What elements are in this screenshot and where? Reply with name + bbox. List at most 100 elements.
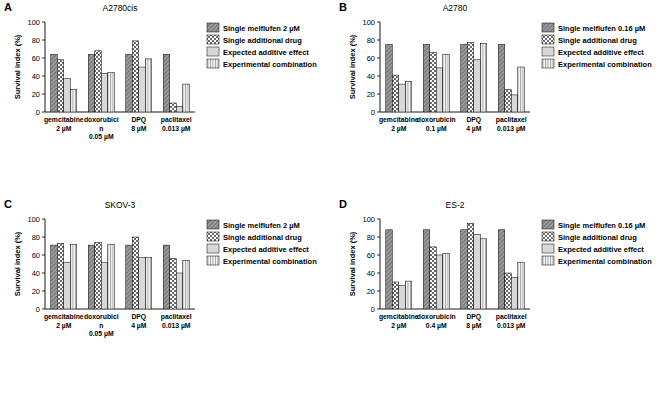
bar: [183, 84, 190, 112]
chart-title: A2780cis: [103, 3, 138, 13]
legend-swatch: [207, 23, 219, 32]
legend-swatch: [207, 244, 219, 253]
y-tick-label: 100: [27, 18, 40, 27]
bars: [386, 43, 525, 112]
bar: [461, 45, 468, 113]
bar: [505, 273, 512, 309]
legend-swatch: [542, 23, 554, 32]
bar: [386, 45, 393, 113]
x-tick-label-line: 0.05 µM: [89, 330, 114, 338]
bar: [443, 253, 450, 309]
y-tick: [377, 219, 380, 220]
y-tick-label: 40: [32, 72, 40, 81]
bar: [108, 244, 115, 309]
bar: [132, 237, 139, 309]
legend-swatch: [542, 59, 554, 68]
bar: [70, 244, 77, 309]
legend-label: Experimental combination: [223, 60, 317, 69]
x-tick-label-line: 2 µM: [391, 125, 407, 133]
panel-label: C: [4, 198, 12, 210]
bar: [51, 245, 58, 309]
y-tick: [377, 112, 380, 113]
bar: [474, 234, 481, 309]
legend-label: Expected additive effect: [558, 245, 644, 254]
chart-title: SKOV-3: [105, 200, 136, 210]
y-tick-label: 100: [27, 215, 40, 224]
x-tick-label-line: 0.013 µM: [162, 125, 191, 133]
y-tick: [377, 94, 380, 95]
bar: [108, 72, 115, 112]
legend-label: Single melflufen 2 µM: [223, 221, 300, 230]
bar: [64, 79, 71, 112]
legend-swatch: [207, 35, 219, 44]
y-tick-label: 100: [362, 215, 375, 224]
bar: [511, 278, 518, 310]
y-axis: [380, 219, 381, 309]
x-tick-label-line: DPQ: [131, 116, 146, 124]
legend-swatch: [542, 35, 554, 44]
y-axis: [380, 22, 381, 112]
x-tick-label-line: 8 µM: [131, 125, 147, 133]
bar: [176, 107, 183, 112]
y-tick: [377, 22, 380, 23]
bar: [405, 281, 412, 309]
legend-label: Expected additive effect: [558, 48, 644, 57]
bar: [101, 262, 108, 309]
x-tick-label: DPQ8 µM: [466, 313, 482, 330]
x-tick-label: doxorubicin0.1 µM: [417, 116, 456, 133]
legend-swatch: [542, 220, 554, 229]
bar: [399, 84, 406, 112]
bar: [430, 53, 437, 112]
legend-label: Experimental combination: [223, 257, 317, 266]
y-tick-label: 20: [367, 287, 375, 296]
y-tick-label: 60: [367, 54, 375, 63]
y-tick: [377, 273, 380, 274]
bar: [163, 245, 170, 309]
bar: [518, 262, 525, 309]
y-tick-label: 80: [32, 36, 40, 45]
bar: [392, 75, 399, 112]
y-tick: [377, 237, 380, 238]
legend-swatch: [207, 59, 219, 68]
legend-label: Single melflufen 0.16 µM: [558, 24, 645, 33]
panel: BA2780Survival index (%)020406080100gemc…: [339, 1, 652, 133]
y-tick-label: 0: [36, 108, 40, 117]
legend-label: Single melflufen 2 µM: [223, 24, 300, 33]
x-tick-label-line: n: [99, 125, 103, 132]
x-tick-label-line: paclitaxel: [496, 313, 527, 321]
bar: [505, 90, 512, 113]
y-tick-label: 40: [32, 269, 40, 278]
legend-swatch: [542, 256, 554, 265]
legend-swatch: [542, 232, 554, 241]
legend-swatch: [542, 244, 554, 253]
y-axis-label: Survival index (%): [348, 231, 357, 296]
bar: [57, 60, 64, 112]
x-tick-label-line: gemcitabine: [379, 116, 419, 124]
y-tick-label: 60: [32, 251, 40, 260]
bar: [386, 230, 393, 309]
panel-label: A: [4, 1, 12, 13]
y-tick-label: 0: [36, 305, 40, 314]
x-tick-label-line: 0.013 µM: [497, 125, 526, 133]
bars: [51, 41, 190, 112]
bar: [176, 273, 183, 309]
bar: [95, 242, 102, 309]
x-tick-label: gemcitabine2 µM: [379, 116, 419, 133]
y-tick-label: 80: [367, 36, 375, 45]
legend-swatch: [542, 47, 554, 56]
legend-swatch: [207, 256, 219, 265]
x-tick-label-line: 8 µM: [466, 322, 482, 330]
bar: [163, 54, 170, 112]
x-tick-label-line: gemcitabine: [44, 313, 84, 321]
x-tick-label-line: 0.013 µM: [162, 322, 191, 330]
y-axis-label: Survival index (%): [13, 34, 22, 99]
bar: [95, 51, 102, 112]
y-tick: [377, 40, 380, 41]
y-tick: [377, 76, 380, 77]
legend-label: Single additional drug: [558, 233, 637, 242]
y-axis: [45, 219, 46, 309]
legend-label: Expected additive effect: [223, 245, 309, 254]
x-tick-label: paclitaxel0.013 µM: [161, 313, 192, 330]
bar: [51, 54, 58, 112]
legend-label: Single additional drug: [558, 36, 637, 45]
